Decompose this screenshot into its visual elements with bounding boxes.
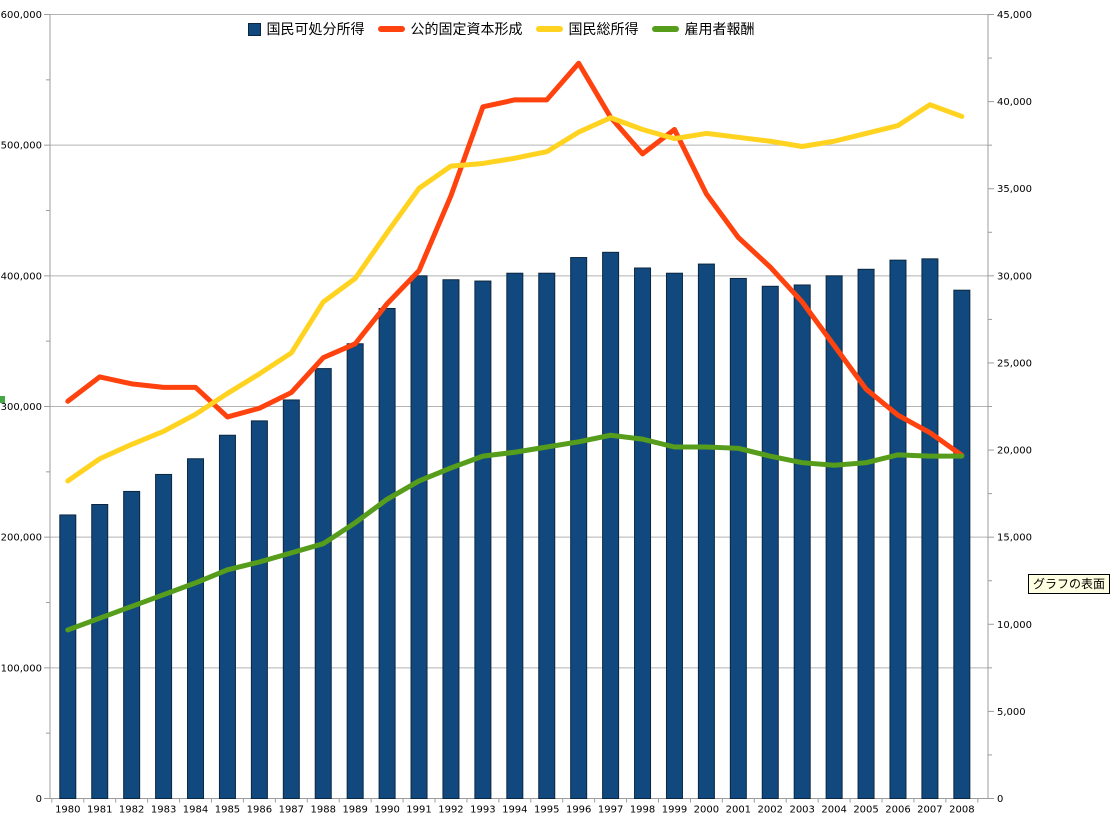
line-series-3[interactable] bbox=[65, 432, 965, 633]
legend-label: 公的固定資本形成 bbox=[410, 22, 523, 38]
legend-line-marker bbox=[535, 26, 563, 32]
x-axis-label: 2005 bbox=[853, 805, 878, 816]
legend-item-4[interactable]: 雇用者報酬 bbox=[651, 19, 755, 39]
x-axis-label: 1982 bbox=[119, 805, 144, 816]
right-axis-label: 25,000 bbox=[997, 358, 1032, 369]
x-axis-label: 1989 bbox=[342, 805, 367, 816]
bar-1983[interactable] bbox=[155, 473, 173, 799]
bar-1981[interactable] bbox=[91, 504, 109, 799]
bar-1999[interactable] bbox=[665, 272, 683, 800]
bar-1990[interactable] bbox=[378, 308, 396, 799]
legend-label: 国民総所得 bbox=[568, 22, 639, 38]
bar-2008[interactable] bbox=[953, 289, 971, 799]
bar-1993[interactable] bbox=[474, 280, 492, 799]
bar-1980[interactable] bbox=[59, 514, 77, 799]
bar-1996[interactable] bbox=[570, 257, 588, 800]
bar-1988[interactable] bbox=[314, 368, 332, 799]
x-axis-label: 1987 bbox=[279, 805, 304, 816]
x-axis-label: 1986 bbox=[247, 805, 272, 816]
x-axis-label: 1994 bbox=[502, 805, 527, 816]
legend-line-marker bbox=[377, 26, 405, 32]
right-axis-label: 30,000 bbox=[997, 271, 1032, 282]
legend-line-marker bbox=[651, 26, 679, 32]
x-axis-label: 1999 bbox=[662, 805, 687, 816]
bar-2002[interactable] bbox=[761, 285, 779, 799]
bar-2005[interactable] bbox=[857, 268, 875, 799]
x-axis-label: 1985 bbox=[215, 805, 240, 816]
bar-1997[interactable] bbox=[602, 251, 620, 799]
right-axis-label: 40,000 bbox=[997, 97, 1032, 108]
bar-1991[interactable] bbox=[410, 275, 428, 800]
x-axis-label: 1990 bbox=[374, 805, 399, 816]
bar-1982[interactable] bbox=[123, 490, 141, 799]
bar-2007[interactable] bbox=[921, 258, 939, 799]
right-axis-label: 10,000 bbox=[997, 620, 1032, 631]
x-axis-label: 2000 bbox=[694, 805, 719, 816]
legend-label: 雇用者報酬 bbox=[684, 22, 755, 38]
bar-2004[interactable] bbox=[825, 275, 843, 800]
x-axis-label: 2004 bbox=[821, 805, 846, 816]
bar-1992[interactable] bbox=[442, 279, 460, 799]
bar-1998[interactable] bbox=[634, 267, 652, 799]
x-axis-label: 1991 bbox=[406, 805, 431, 816]
bar-2000[interactable] bbox=[697, 263, 715, 800]
legend-item-1[interactable]: 国民可処分所得 bbox=[247, 19, 365, 39]
right-axis-label: 15,000 bbox=[997, 533, 1032, 544]
x-axis-label: 1992 bbox=[438, 805, 463, 816]
bar-2003[interactable] bbox=[793, 284, 811, 800]
bar-2006[interactable] bbox=[889, 259, 907, 799]
left-axis-label: 0 bbox=[36, 794, 42, 805]
x-axis-label: 1980 bbox=[55, 805, 80, 816]
x-axis-label: 1997 bbox=[598, 805, 623, 816]
x-axis-label: 2002 bbox=[758, 805, 783, 816]
x-axis-label: 1981 bbox=[87, 805, 112, 816]
x-axis-label: 2008 bbox=[949, 805, 974, 816]
legend-item-3[interactable]: 国民総所得 bbox=[535, 19, 639, 39]
x-axis-label: 1993 bbox=[470, 805, 495, 816]
bar-1986[interactable] bbox=[250, 420, 268, 799]
x-axis-label: 1983 bbox=[151, 805, 176, 816]
bar-1987[interactable] bbox=[282, 399, 300, 799]
left-axis-label: 500,000 bbox=[1, 141, 42, 152]
bar-1985[interactable] bbox=[218, 434, 236, 799]
left-axis-label: 400,000 bbox=[1, 271, 42, 282]
bar-1995[interactable] bbox=[538, 272, 556, 800]
bar-1984[interactable] bbox=[187, 458, 205, 799]
left-axis-label: 100,000 bbox=[1, 663, 42, 674]
right-axis-label: 45,000 bbox=[997, 10, 1032, 21]
chart-legend[interactable]: 国民可処分所得 公的固定資本形成 国民総所得 雇用者報酬 bbox=[0, 16, 1002, 42]
bar-1994[interactable] bbox=[506, 272, 524, 800]
right-axis-label: 20,000 bbox=[997, 446, 1032, 457]
right-axis-label: 5,000 bbox=[997, 707, 1026, 718]
line-series-1[interactable] bbox=[65, 60, 965, 458]
legend-item-2[interactable]: 公的固定資本形成 bbox=[377, 19, 523, 39]
x-axis-label: 1984 bbox=[183, 805, 208, 816]
x-axis-label: 2003 bbox=[789, 805, 814, 816]
chart-area-tooltip: グラフの表面 bbox=[1028, 574, 1111, 594]
line-series-2[interactable] bbox=[65, 102, 965, 484]
x-axis-label: 1996 bbox=[566, 805, 591, 816]
x-axis-label: 1988 bbox=[311, 805, 336, 816]
left-axis-label: 300,000 bbox=[1, 402, 42, 413]
legend-label: 国民可処分所得 bbox=[266, 22, 365, 38]
x-axis-label: 2001 bbox=[726, 805, 751, 816]
legend-square-marker bbox=[247, 22, 261, 36]
x-axis-label: 2007 bbox=[917, 805, 942, 816]
bar-2001[interactable] bbox=[729, 277, 747, 799]
bar-1989[interactable] bbox=[346, 343, 364, 799]
right-axis-label: 0 bbox=[997, 794, 1003, 805]
x-axis-label: 1995 bbox=[534, 805, 559, 816]
x-axis-label: 2006 bbox=[885, 805, 910, 816]
right-axis-label: 35,000 bbox=[997, 184, 1032, 195]
left-axis-label: 600,000 bbox=[1, 10, 42, 21]
x-axis-label: 1998 bbox=[630, 805, 655, 816]
left-axis-label: 200,000 bbox=[1, 533, 42, 544]
selection-handle[interactable] bbox=[0, 396, 5, 403]
